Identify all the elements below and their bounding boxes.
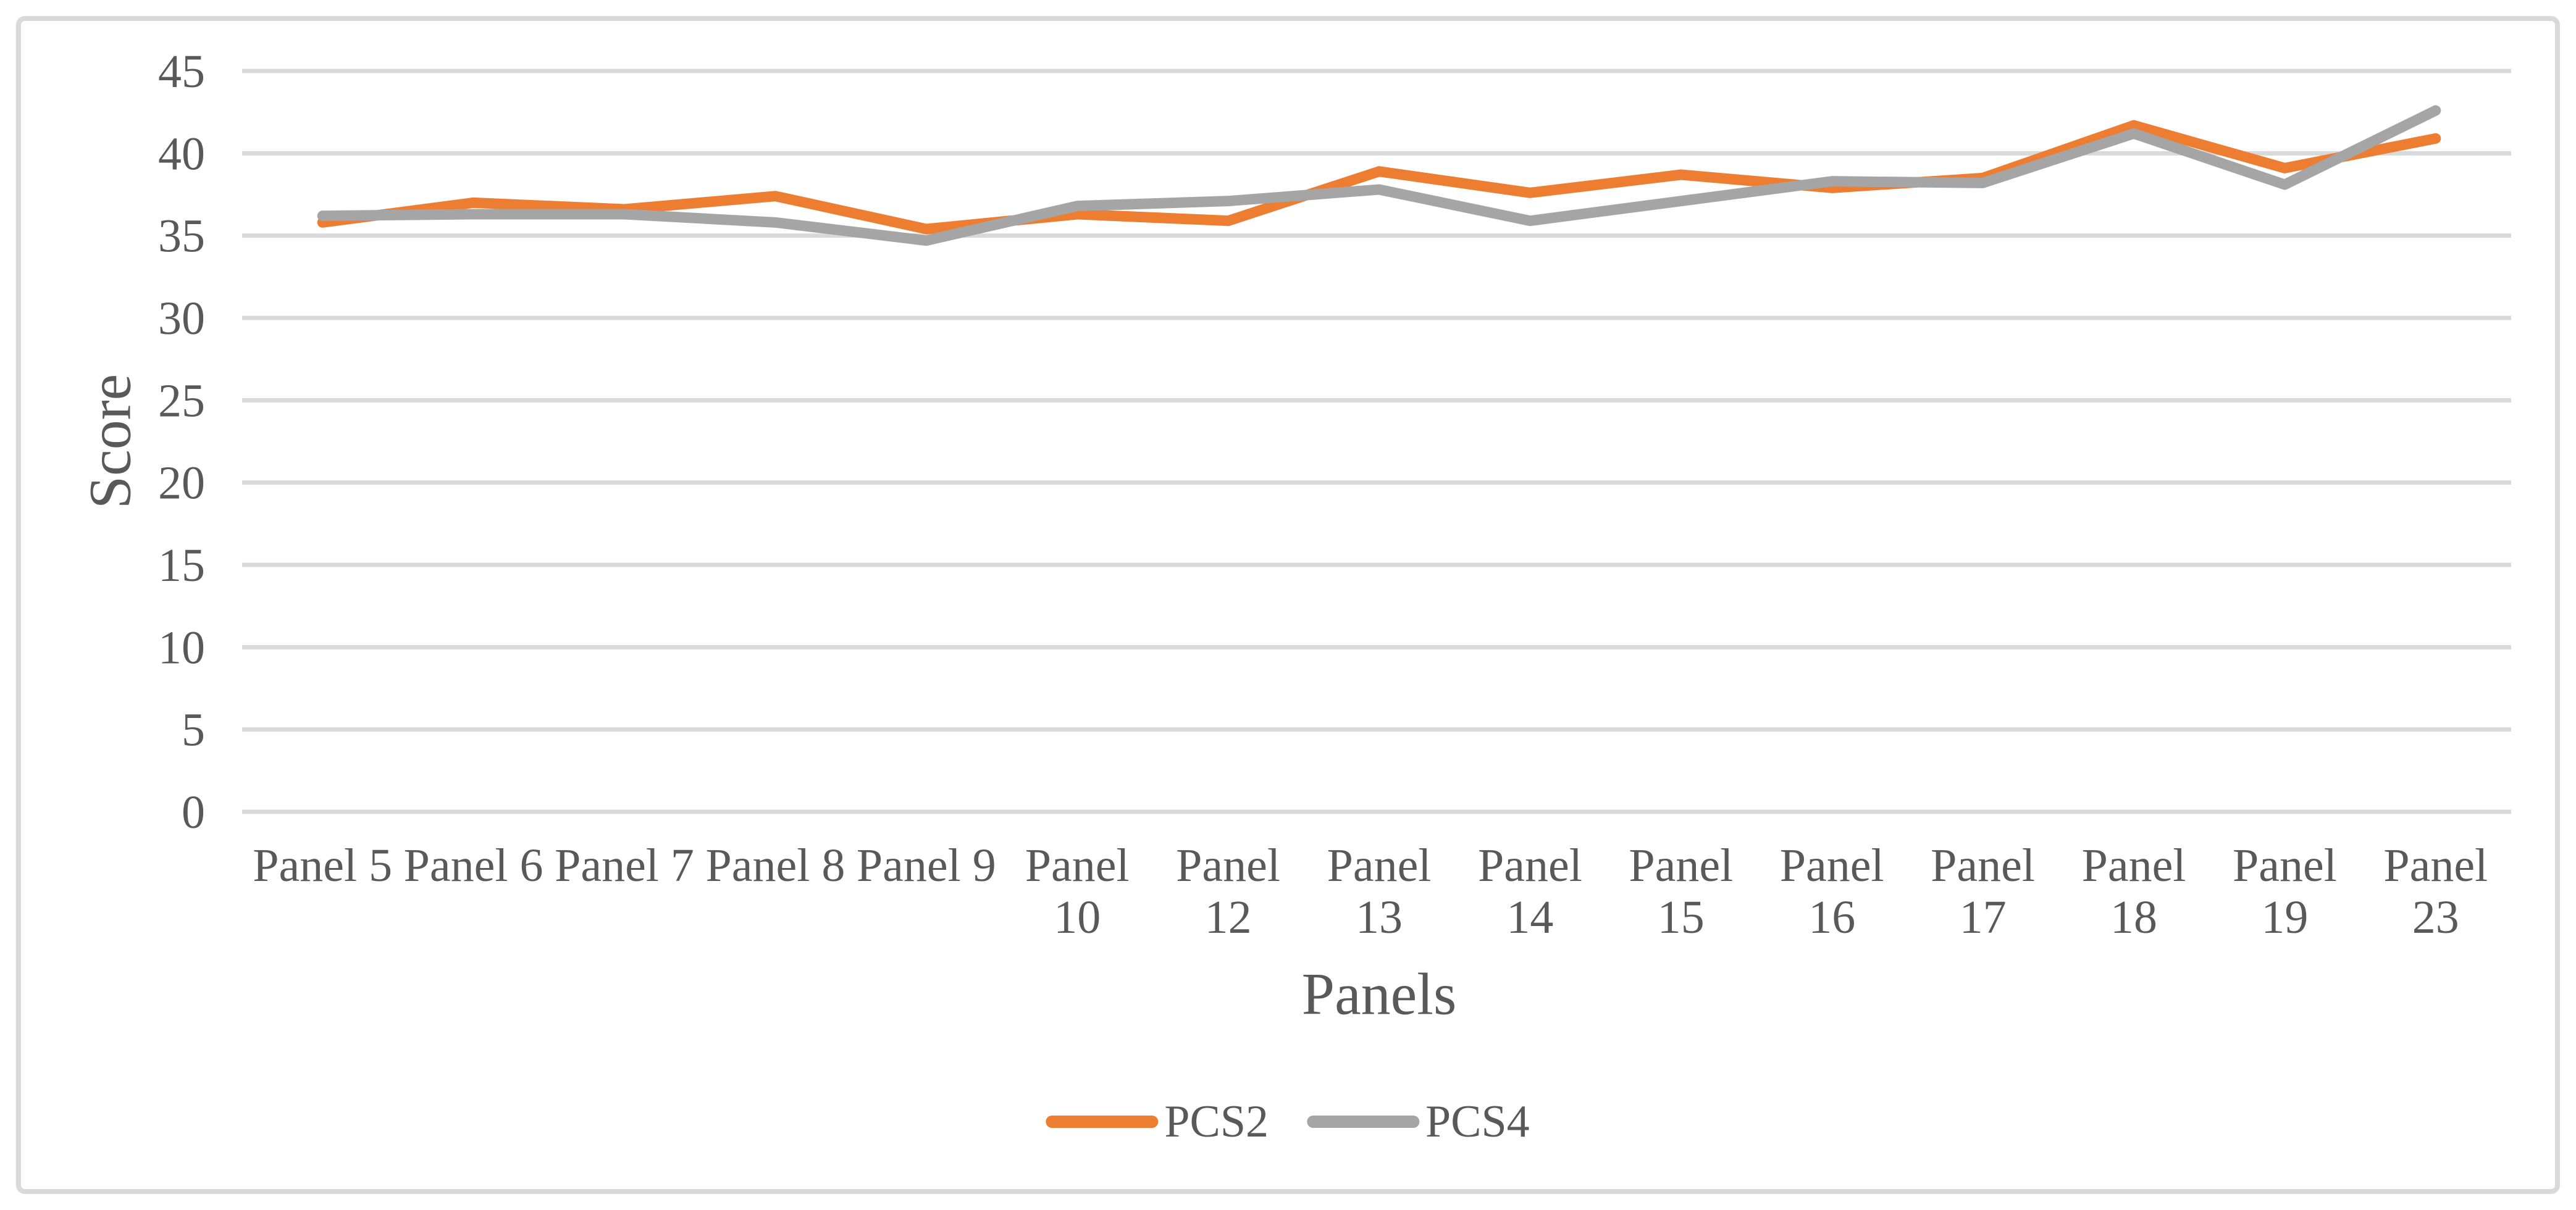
- y-tick-label-40: 40: [158, 128, 205, 180]
- x-tick-label-5: Panel 5: [253, 840, 392, 891]
- legend-item-pcs4: PCS4: [1307, 1099, 1530, 1145]
- x-tick-label-7: Panel 7: [555, 840, 694, 891]
- y-tick-label-15: 15: [158, 540, 205, 591]
- y-tick-label-45: 45: [158, 46, 205, 98]
- figure-border: [16, 16, 2560, 1194]
- y-tick-label-5: 5: [182, 704, 205, 756]
- y-tick-label-30: 30: [158, 293, 205, 344]
- x-tick-label-15: Panel 15: [1629, 840, 1733, 943]
- x-tick-label-9: Panel 9: [857, 840, 996, 891]
- x-tick-label-8: Panel 8: [705, 840, 845, 891]
- pcs4-line-swatch-icon: [1307, 1116, 1419, 1128]
- x-tick-label-6: Panel 6: [404, 840, 543, 891]
- pcs2-line-swatch-icon: [1046, 1116, 1159, 1128]
- x-axis-title: Panels: [1301, 961, 1457, 1027]
- y-tick-label-25: 25: [158, 375, 205, 427]
- legend-label-pcs4: PCS4: [1425, 1096, 1530, 1147]
- x-tick-label-12: Panel 12: [1176, 840, 1280, 943]
- series-line-pcs2: [317, 120, 2441, 235]
- y-tick-label-10: 10: [158, 622, 205, 674]
- y-axis-title: Score: [77, 373, 143, 509]
- y-tick-label-0: 0: [182, 786, 205, 838]
- series-line-pcs4: [317, 105, 2441, 246]
- x-tick-label-16: Panel 16: [1780, 840, 1884, 943]
- x-tick-label-17: Panel 17: [1931, 840, 2035, 943]
- chart-legend: PCS2 PCS4: [1046, 1099, 1530, 1145]
- x-tick-label-23: Panel 23: [2383, 840, 2488, 943]
- y-tick-label-20: 20: [158, 457, 205, 509]
- y-tick-label-35: 35: [158, 211, 205, 262]
- x-tick-label-10: Panel 10: [1025, 840, 1130, 943]
- x-tick-label-13: Panel 13: [1327, 840, 1432, 943]
- x-tick-label-14: Panel 14: [1478, 840, 1582, 943]
- x-tick-label-18: Panel 18: [2082, 840, 2186, 943]
- x-tick-label-19: Panel 19: [2233, 840, 2337, 943]
- legend-item-pcs2: PCS2: [1046, 1099, 1269, 1145]
- legend-label-pcs2: PCS2: [1164, 1096, 1269, 1147]
